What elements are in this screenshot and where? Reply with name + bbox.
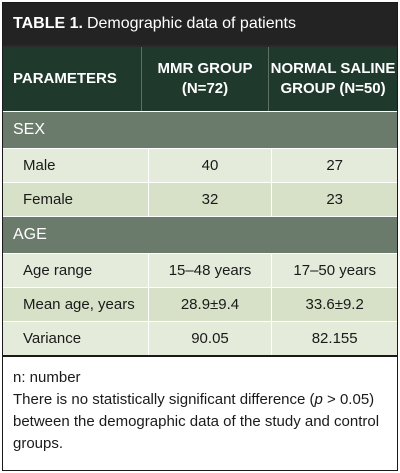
table-caption: Demographic data of patients [86, 15, 296, 32]
table-row-male: Male 40 27 [3, 148, 397, 182]
header-saline-group: NORMAL SALINE GROUP (N=50) [268, 47, 397, 111]
table-row-age-range: Age range 15–48 years 17–50 years [3, 253, 397, 287]
row-param: Age range [23, 262, 93, 279]
header-mmr-line1: MMR GROUP [157, 60, 253, 77]
row-mmr-value: 90.05 [147, 322, 272, 355]
row-saline-value: 27 [271, 149, 397, 182]
row-mmr-value: 28.9±9.4 [147, 288, 272, 321]
row-param: Variance [23, 330, 82, 347]
row-mmr-value: 32 [147, 183, 272, 216]
row-mmr-value: 40 [147, 149, 272, 182]
table-row-mean-age: Mean age, years 28.9±9.4 33.6±9.2 [3, 287, 397, 321]
header-mmr-group: MMR GROUP (N=72) [140, 47, 268, 111]
row-saline-value: 17–50 years [271, 254, 397, 287]
row-param: Mean age, years [23, 296, 135, 313]
footnote-text-before: There is no statistically significant di… [13, 391, 315, 408]
table-number: TABLE 1. [13, 15, 83, 32]
row-saline-value: 33.6±9.2 [271, 288, 397, 321]
footnote-text-after: > 0.05) between the demographic data of … [13, 391, 380, 452]
row-saline-value: 23 [271, 183, 397, 216]
row-param: Male [23, 157, 56, 174]
header-mmr-line2: (N=72) [181, 80, 229, 97]
row-param: Female [23, 191, 74, 208]
table-row-variance: Variance 90.05 82.155 [3, 321, 397, 355]
table-title: TABLE 1. Demographic data of patients [3, 3, 397, 45]
header-saline-line2: GROUP (N=50) [280, 80, 386, 97]
header-saline-line1: NORMAL SALINE [270, 60, 396, 77]
row-mmr-value: 15–48 years [147, 254, 272, 287]
header-parameters: PARAMETERS [13, 70, 117, 87]
footnote-p-symbol: p [314, 391, 323, 408]
column-header-row: PARAMETERS MMR GROUP (N=72) NORMAL SALIN… [3, 45, 397, 111]
footnote-abbreviation: n: number [13, 369, 81, 386]
table-footnotes: n: number There is no statistically sign… [3, 355, 397, 455]
section-age: AGE [3, 216, 397, 253]
row-saline-value: 82.155 [271, 322, 397, 355]
table-row-female: Female 32 23 [3, 182, 397, 216]
section-sex: SEX [3, 111, 397, 148]
footnote-significance: There is no statistically significant di… [13, 389, 389, 455]
